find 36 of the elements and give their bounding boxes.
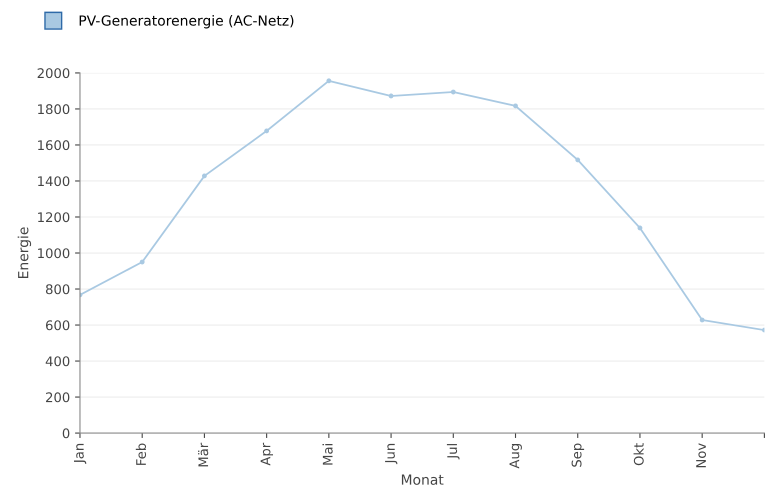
y-tick-label: 1600	[38, 140, 70, 150]
y-tick-label: 1000	[38, 248, 70, 258]
point	[326, 78, 332, 84]
y-tick-label: 200	[46, 392, 70, 402]
x-tick-label: Jan	[74, 444, 86, 464]
x-tick-label: Jun	[385, 444, 398, 464]
point	[513, 103, 518, 108]
y-tick-label: 1200	[38, 212, 70, 222]
x-axis-title: Monat	[402, 474, 444, 485]
y-tick-label: 800	[46, 284, 70, 294]
point	[575, 157, 580, 162]
x-tick-label: Nov	[696, 443, 706, 468]
point	[202, 174, 207, 178]
x-tick-label: Jul	[446, 444, 460, 460]
x-tick-label: Feb	[136, 444, 146, 465]
y-tick-label: 600	[46, 320, 70, 330]
y-axis-title: Energie	[18, 227, 32, 278]
x-tick-label: Mär	[198, 442, 208, 466]
point	[388, 94, 394, 98]
x-tick-label: Mai	[322, 444, 333, 465]
x-tick-label: Sep	[572, 444, 584, 467]
point	[264, 128, 270, 134]
y-tick-label: 1800	[38, 104, 70, 114]
x-tick-label: Aug	[510, 444, 522, 468]
legend-label: PV-Generatorenergie (AC-Netz)	[80, 15, 294, 28]
y-tick-label: 1400	[38, 176, 70, 186]
point	[450, 90, 456, 94]
line-series	[80, 78, 764, 333]
y-tick-label: 400	[46, 356, 70, 366]
point	[638, 226, 642, 230]
y-tick-label: 0	[62, 428, 70, 438]
point	[700, 318, 705, 322]
x-tick-label: Apr	[260, 442, 274, 466]
point	[140, 260, 145, 264]
y-tick-label: 2000	[38, 68, 70, 78]
x-tick-label: Okt	[634, 443, 644, 466]
